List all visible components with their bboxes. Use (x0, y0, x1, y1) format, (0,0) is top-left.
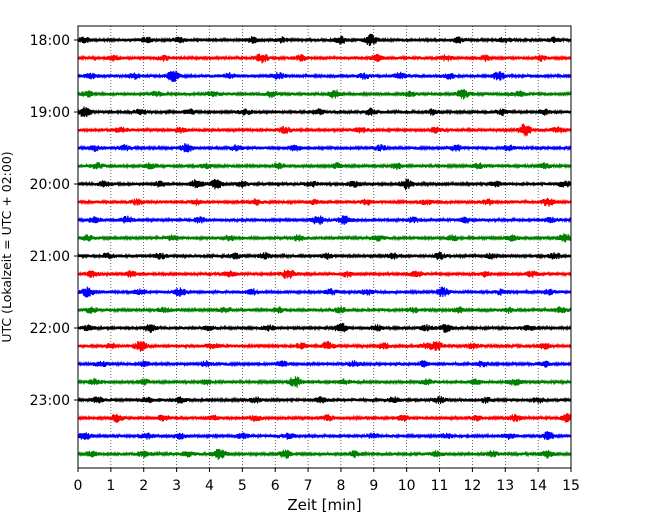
x-tick-label: 6 (271, 478, 280, 494)
seismogram-trace (77, 448, 572, 460)
seismogram-trace (77, 178, 572, 191)
x-tick-label: 4 (205, 478, 214, 494)
x-tick-label: 8 (336, 478, 345, 494)
seismogram-trace (77, 251, 572, 260)
x-tick-label: 0 (74, 478, 83, 494)
y-tick-label: 20:00 (30, 177, 70, 193)
plot-frame (78, 26, 571, 468)
seismogram-trace (77, 215, 572, 226)
y-tick-label: 18:00 (30, 33, 70, 49)
x-tick-label: 1 (106, 478, 115, 494)
y-axis: 18:00 19:00 20:00 21:00 22:00 23:00 (30, 33, 78, 409)
seismogram-trace (77, 162, 572, 170)
x-tick-label: 15 (562, 478, 580, 494)
seismogram-trace (77, 431, 572, 441)
x-tick-label: 12 (463, 478, 481, 494)
seismogram-trace (77, 53, 572, 64)
x-tick-label: 2 (139, 478, 148, 494)
seismogram-trace (77, 33, 572, 47)
x-tick-label: 14 (529, 478, 547, 494)
x-tick-label: 11 (431, 478, 449, 494)
seismogram-trace (77, 88, 572, 100)
y-tick-label: 23:00 (30, 393, 70, 409)
seismogram-trace (77, 322, 572, 333)
plot-area (77, 25, 572, 469)
seismogram-trace (77, 106, 572, 118)
y-axis-label: UTC (Lokalzeit = UTC + 02:00) (0, 151, 14, 342)
y-tick-label: 19:00 (30, 105, 70, 121)
seismogram-trace (77, 306, 572, 314)
seismogram-trace (77, 233, 572, 243)
y-tick-label: 22:00 (30, 321, 70, 337)
seismogram-trace (77, 360, 572, 368)
seismogram-trace (77, 70, 572, 82)
seismogram-trace (77, 123, 572, 137)
x-tick-label: 9 (369, 478, 378, 494)
seismogram-trace (77, 340, 572, 352)
seismogram-trace (77, 286, 572, 298)
trace-group (77, 33, 572, 460)
x-tick-label: 5 (238, 478, 247, 494)
x-axis-label: Zeit [min] (287, 496, 361, 514)
x-tick-label: 13 (496, 478, 514, 494)
seismogram-trace (77, 197, 572, 207)
x-tick-label: 10 (398, 478, 416, 494)
seismogram-trace (77, 269, 572, 280)
x-tick-label: 7 (304, 478, 313, 494)
seismogram-trace (77, 412, 572, 423)
y-tick-label: 21:00 (30, 249, 70, 265)
seismogram-trace (77, 376, 572, 388)
seismogram-trace (77, 143, 572, 153)
plot-border (77, 25, 572, 469)
x-axis: 0 1 2 3 4 5 6 7 8 9 10 11 12 13 14 15 (74, 468, 580, 494)
seismogram-trace (77, 395, 572, 404)
x-tick-label: 3 (172, 478, 181, 494)
